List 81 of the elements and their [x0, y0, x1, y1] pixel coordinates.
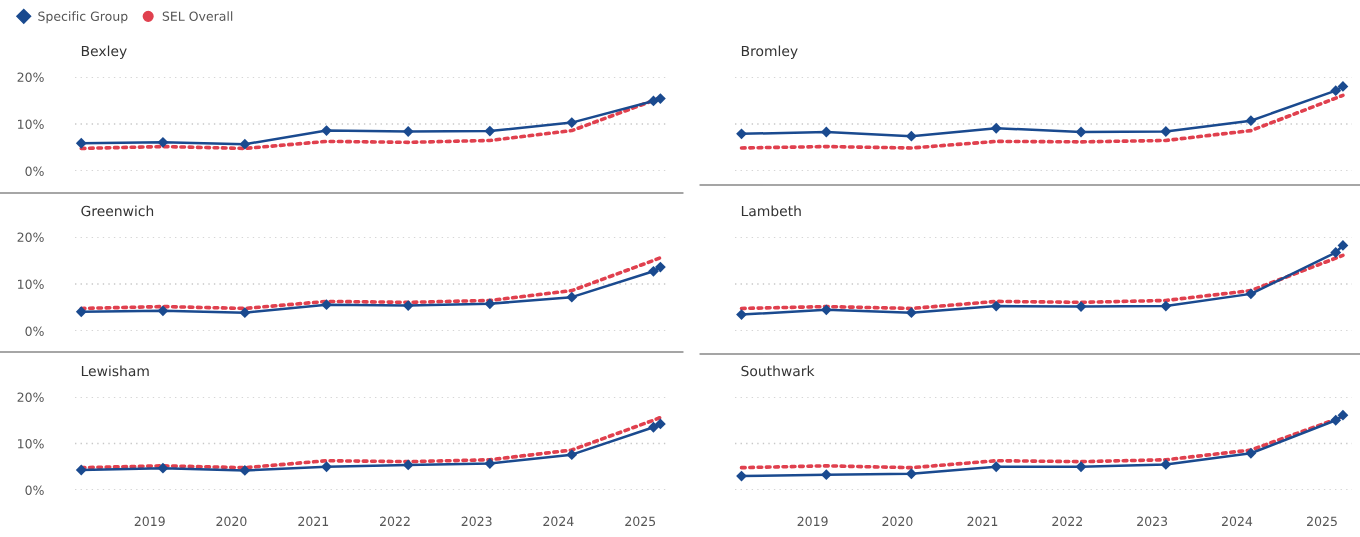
y-tick-label: 0% — [25, 166, 44, 176]
y-tick-label: 20% — [17, 72, 44, 82]
point — [321, 299, 332, 311]
point — [1075, 126, 1087, 138]
point — [566, 291, 578, 303]
x-tick-label: 2021 — [298, 516, 329, 527]
x-tick-label: 2020 — [216, 516, 247, 527]
point — [654, 93, 666, 105]
y-tick-label: 10% — [18, 119, 44, 129]
legend-label: Specific Group — [38, 11, 128, 24]
point — [75, 464, 87, 476]
x-tick-label: 2023 — [1137, 516, 1168, 527]
point — [75, 306, 87, 318]
point — [484, 298, 496, 310]
point — [736, 128, 747, 140]
chart-title: Bromley — [741, 45, 798, 59]
point — [648, 421, 659, 433]
y-tick-label: 20% — [17, 232, 44, 242]
point — [1160, 126, 1172, 137]
point — [402, 459, 414, 471]
point — [239, 138, 251, 150]
legend-label: SEL Overall — [162, 11, 233, 21]
point — [736, 309, 747, 320]
point — [654, 418, 666, 430]
point — [1337, 240, 1349, 251]
x-tick-label: 2024 — [543, 516, 574, 527]
x-tick-label: 2023 — [461, 516, 492, 527]
point — [1245, 447, 1257, 459]
x-tick-label: 2022 — [380, 516, 410, 527]
point — [1337, 409, 1349, 421]
chart-title: Lambeth — [741, 205, 801, 217]
x-tick-label: 2024 — [1221, 516, 1253, 527]
point — [566, 117, 578, 128]
point — [1245, 288, 1257, 300]
point — [157, 462, 169, 474]
y-tick-label: 10% — [18, 279, 44, 289]
point — [239, 307, 251, 319]
point — [905, 307, 917, 319]
point — [402, 126, 414, 137]
y-tick-label: 20% — [17, 392, 44, 402]
point — [1330, 247, 1342, 258]
point — [1160, 300, 1172, 312]
x-tick-label: 2025 — [625, 516, 656, 527]
chart-title: Lewisham — [81, 365, 149, 377]
y-tick-label: 0% — [25, 485, 44, 495]
y-tick-label: 0% — [25, 326, 44, 336]
point — [402, 300, 414, 312]
y-tick-label: 10% — [18, 438, 44, 449]
point — [157, 305, 169, 317]
point — [484, 125, 496, 137]
point — [1330, 414, 1342, 426]
point — [1337, 81, 1349, 92]
point — [484, 458, 496, 469]
point — [820, 469, 832, 481]
point — [1075, 461, 1087, 473]
point — [566, 449, 578, 461]
point — [990, 122, 1002, 134]
x-tick-label: 2019 — [797, 516, 828, 527]
x-tick-label: 2020 — [882, 516, 913, 527]
point — [75, 137, 87, 149]
x-tick-label: 2025 — [1307, 516, 1337, 527]
chart-title: Greenwich — [81, 205, 154, 217]
point — [820, 304, 832, 316]
point — [1245, 115, 1257, 127]
point — [1160, 459, 1172, 470]
point — [990, 300, 1002, 312]
chart-title: Southwark — [741, 365, 815, 377]
x-tick-label: 2021 — [967, 516, 998, 527]
x-tick-label: 2019 — [134, 516, 165, 527]
point — [321, 461, 332, 473]
point — [239, 465, 251, 476]
x-tick-label: 2022 — [1052, 516, 1082, 527]
point — [905, 130, 917, 142]
chart-title: Bexley — [81, 45, 127, 59]
point — [654, 261, 666, 273]
point — [990, 461, 1002, 473]
point — [905, 468, 917, 480]
point — [1330, 85, 1342, 97]
point — [648, 265, 659, 277]
point — [321, 125, 332, 136]
point — [157, 136, 169, 148]
